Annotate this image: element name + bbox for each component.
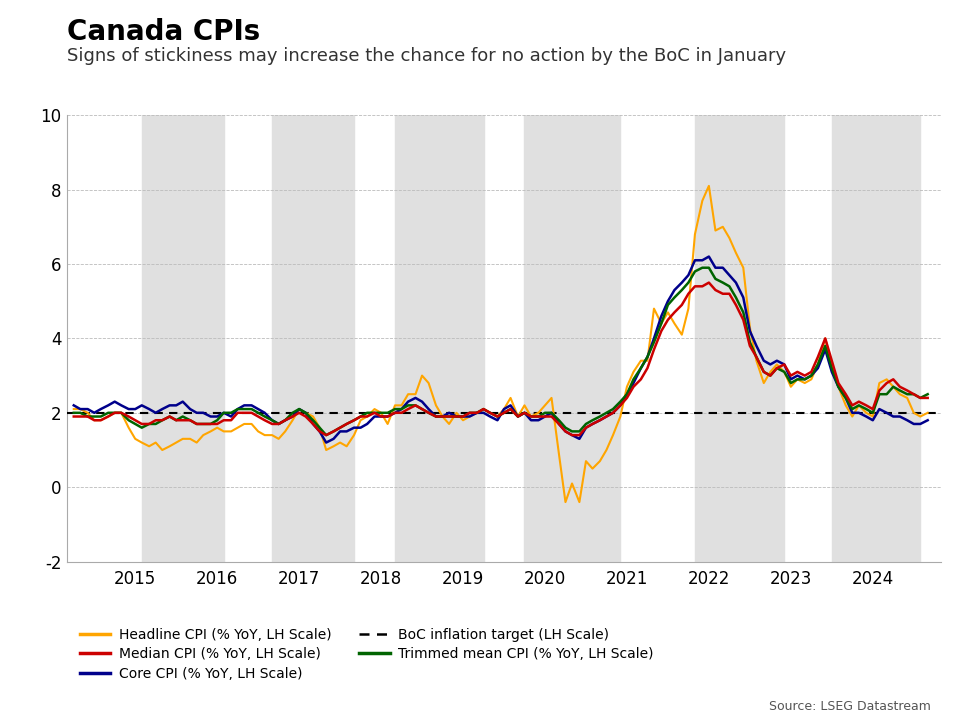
Text: Canada CPIs: Canada CPIs — [67, 18, 260, 46]
Bar — [695, 115, 784, 562]
Text: Source: LSEG Datastream: Source: LSEG Datastream — [769, 700, 931, 713]
Legend: Headline CPI (% YoY, LH Scale), Median CPI (% YoY, LH Scale), Core CPI (% YoY, L: Headline CPI (% YoY, LH Scale), Median C… — [74, 622, 659, 686]
Bar — [142, 115, 224, 562]
Bar — [272, 115, 354, 562]
Bar — [831, 115, 921, 562]
Bar — [395, 115, 484, 562]
Bar — [524, 115, 620, 562]
Text: Signs of stickiness may increase the chance for no action by the BoC in January: Signs of stickiness may increase the cha… — [67, 47, 786, 65]
